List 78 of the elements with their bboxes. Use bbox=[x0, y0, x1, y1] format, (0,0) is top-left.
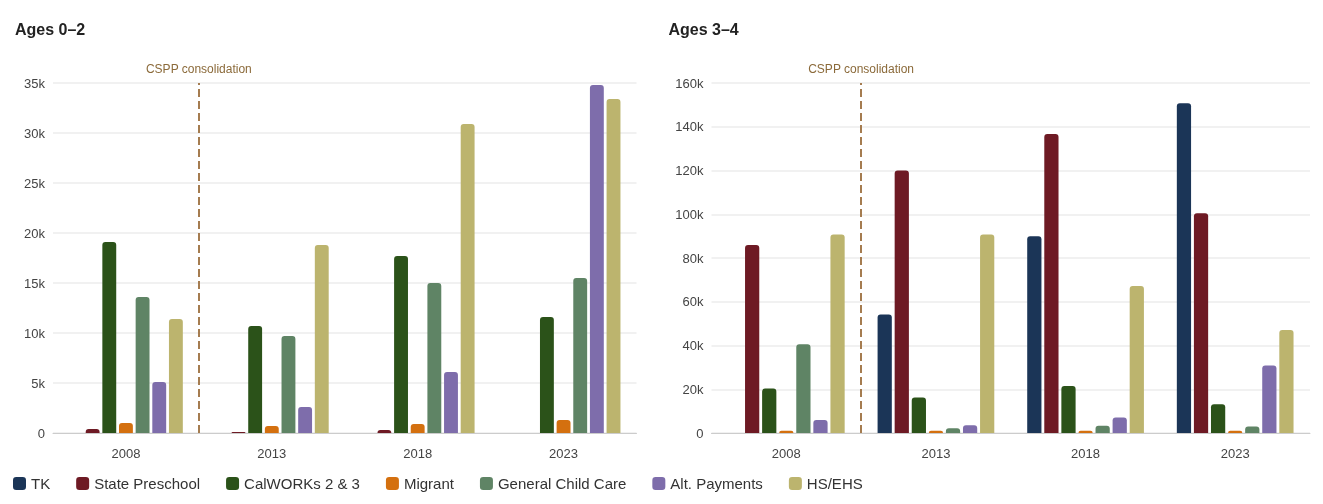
y-tick-label: 20k bbox=[682, 381, 704, 397]
bar bbox=[314, 245, 329, 433]
bar bbox=[1095, 425, 1110, 433]
legend-label: HS/EHS bbox=[806, 475, 863, 492]
y-tick-label: 160k bbox=[675, 75, 704, 91]
y-tick-label: 30k bbox=[24, 125, 46, 141]
x-tick-label: 2018 bbox=[1071, 446, 1101, 461]
bar bbox=[796, 344, 811, 433]
x-tick-label: 2013 bbox=[921, 446, 951, 461]
y-tick-label: 120k bbox=[675, 163, 704, 178]
bar bbox=[1129, 286, 1144, 433]
x-tick-label: 2008 bbox=[771, 446, 801, 461]
x-tick-label: 2008 bbox=[111, 446, 141, 461]
ref-line-label: CSPP consolidation bbox=[145, 62, 252, 76]
bar bbox=[1044, 133, 1059, 433]
bar bbox=[539, 317, 554, 433]
bar bbox=[877, 314, 892, 433]
bar bbox=[135, 297, 150, 433]
bar bbox=[444, 372, 458, 433]
x-tick-label: 2023 bbox=[1220, 446, 1250, 461]
bar bbox=[410, 424, 425, 433]
x-tick-label: 2023 bbox=[549, 446, 579, 461]
bar bbox=[119, 423, 133, 433]
bar bbox=[427, 283, 442, 433]
y-tick-label: 25k bbox=[24, 175, 46, 191]
y-tick-label: 60k bbox=[682, 294, 704, 310]
bar bbox=[1262, 365, 1277, 433]
bar bbox=[264, 426, 279, 433]
legend-label: TK bbox=[31, 475, 51, 492]
bar bbox=[1112, 417, 1127, 433]
bar bbox=[460, 124, 475, 433]
y-tick-label: 40k bbox=[682, 338, 704, 353]
bar bbox=[1176, 103, 1192, 433]
bar bbox=[606, 99, 621, 433]
bar bbox=[894, 170, 909, 433]
bar bbox=[152, 382, 167, 433]
bar bbox=[762, 388, 777, 433]
x-tick-label: 2018 bbox=[403, 446, 433, 461]
ref-line-label: CSPP consolidation bbox=[808, 62, 915, 76]
bar bbox=[1193, 213, 1209, 433]
bar bbox=[962, 425, 978, 433]
x-tick-label: 2013 bbox=[257, 446, 287, 461]
legend-label: Migrant bbox=[403, 475, 455, 492]
bar bbox=[589, 85, 604, 433]
y-tick-label: 5k bbox=[31, 375, 46, 391]
bar bbox=[980, 234, 995, 433]
y-tick-label: 0 bbox=[37, 425, 45, 441]
bar bbox=[1027, 236, 1042, 433]
bar bbox=[1061, 385, 1076, 433]
bar bbox=[813, 420, 828, 433]
bar bbox=[745, 244, 760, 433]
y-tick-label: 140k bbox=[675, 119, 704, 135]
bar bbox=[298, 407, 313, 433]
chart-title: Ages 0–2 bbox=[15, 20, 86, 38]
y-tick-label: 0 bbox=[696, 425, 704, 441]
legend-label: State Preschool bbox=[94, 475, 201, 492]
bar bbox=[248, 326, 263, 433]
y-tick-label: 80k bbox=[682, 250, 704, 266]
bar bbox=[394, 256, 408, 433]
legend-label: Alt. Payments bbox=[670, 475, 763, 492]
bar bbox=[281, 336, 296, 433]
chart-title: Ages 3–4 bbox=[668, 20, 739, 38]
bar bbox=[556, 420, 571, 433]
bar bbox=[1210, 404, 1226, 433]
legend-label: General Child Care bbox=[497, 475, 627, 492]
bar bbox=[830, 234, 845, 433]
bar bbox=[102, 242, 117, 433]
bar bbox=[1245, 426, 1260, 433]
bar bbox=[573, 278, 588, 433]
y-tick-label: 15k bbox=[24, 275, 46, 291]
bar bbox=[168, 319, 183, 433]
y-tick-label: 10k bbox=[24, 325, 46, 341]
y-tick-label: 35k bbox=[24, 75, 46, 91]
y-tick-label: 20k bbox=[24, 225, 46, 241]
y-tick-label: 100k bbox=[675, 206, 704, 222]
legend-label: CalWORKs 2 & 3 bbox=[244, 475, 360, 492]
bar bbox=[1279, 329, 1294, 433]
bar bbox=[911, 397, 926, 433]
